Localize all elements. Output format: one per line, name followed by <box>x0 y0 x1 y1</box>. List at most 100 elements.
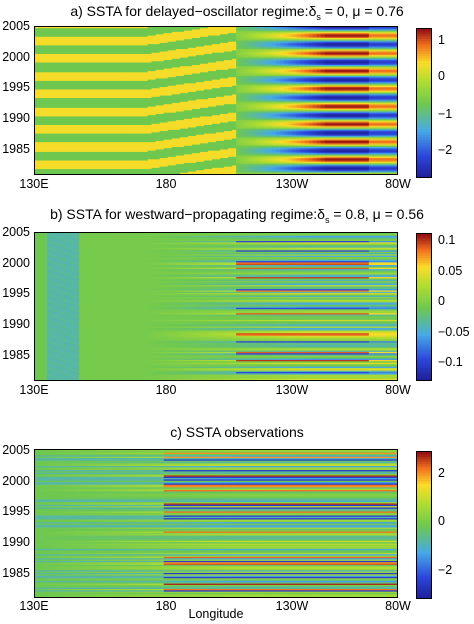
heatmap-cell <box>312 28 318 31</box>
heatmap-cell <box>292 47 298 50</box>
heatmap-cell <box>59 36 64 39</box>
heatmap-cell <box>348 68 354 71</box>
heatmap-cell <box>296 76 302 78</box>
heatmap-cell <box>256 73 261 76</box>
heatmap-cell <box>175 38 181 40</box>
heatmap-cell <box>256 56 261 59</box>
heatmap-cell <box>159 82 165 84</box>
heatmap-cell <box>272 58 277 61</box>
heatmap-cell <box>352 35 358 38</box>
heatmap-cell <box>356 38 362 40</box>
heatmap-cell <box>51 39 56 42</box>
heatmap-cell <box>284 47 289 50</box>
heatmap-cell <box>103 82 108 84</box>
heatmap-cell <box>344 51 350 54</box>
heatmap-cell <box>332 56 338 59</box>
heatmap-cell <box>344 72 350 75</box>
heatmap-cell <box>264 33 269 35</box>
heatmap-cell <box>39 38 44 40</box>
heatmap-cell <box>143 31 149 34</box>
heatmap-cell <box>288 52 294 55</box>
heatmap-cell <box>135 93 141 95</box>
heatmap-cell <box>103 46 108 49</box>
heatmap-cell <box>55 61 60 64</box>
heatmap-cell <box>268 33 273 35</box>
heatmap-cell <box>75 31 80 34</box>
heatmap-cell <box>236 71 241 73</box>
heatmap-cell <box>139 68 145 71</box>
heatmap-cell <box>75 74 80 77</box>
heatmap-cell <box>99 80 104 83</box>
heatmap-cell <box>308 57 314 60</box>
heatmap-cell <box>155 64 161 67</box>
heatmap-cell <box>380 41 386 44</box>
heatmap-cell <box>384 80 390 83</box>
heatmap-cell <box>47 79 52 82</box>
heatmap-cell <box>228 51 233 54</box>
heatmap-cell <box>199 69 205 72</box>
heatmap-cell <box>300 91 306 94</box>
heatmap-cell <box>103 69 108 72</box>
heatmap-cell <box>151 62 157 65</box>
heatmap-cell <box>336 51 342 54</box>
heatmap-cell <box>304 78 310 81</box>
heatmap-cell <box>392 28 397 31</box>
heatmap-cell <box>348 84 354 87</box>
heatmap-cell <box>264 53 269 56</box>
heatmap-cell <box>187 35 193 38</box>
heatmap-cell <box>139 62 145 65</box>
heatmap-cell <box>63 58 68 61</box>
heatmap-cell <box>107 42 113 45</box>
heatmap-cell <box>151 69 157 72</box>
heatmap-cell <box>175 68 181 71</box>
heatmap-cell <box>75 30 80 33</box>
heatmap-cell <box>376 74 382 77</box>
heatmap-cell <box>167 47 173 50</box>
heatmap-cell <box>147 31 153 34</box>
heatmap-cell <box>207 49 213 51</box>
heatmap-cell <box>220 66 225 69</box>
heatmap-cell <box>356 27 362 29</box>
heatmap-cell <box>280 35 285 38</box>
heatmap-cell <box>236 46 241 49</box>
heatmap-cell <box>139 50 145 53</box>
heatmap-cell <box>260 27 265 29</box>
heatmap-cell <box>207 79 213 82</box>
heatmap-cell <box>39 36 44 39</box>
heatmap-cell <box>119 93 125 95</box>
heatmap-cell <box>252 78 257 81</box>
heatmap-cell <box>51 76 56 78</box>
heatmap-cell <box>380 74 386 77</box>
heatmap-cell <box>320 77 326 80</box>
heatmap-cell <box>127 80 133 83</box>
heatmap-cell <box>143 50 149 53</box>
heatmap-cell <box>256 45 261 48</box>
heatmap-cell <box>83 36 88 39</box>
heatmap-cell <box>127 78 133 81</box>
heatmap-cell <box>216 30 221 33</box>
heatmap-cell <box>244 63 249 66</box>
heatmap-cell <box>123 44 129 46</box>
heatmap-cell <box>195 80 201 83</box>
heatmap-cell <box>139 44 145 46</box>
heatmap-cell <box>131 31 137 34</box>
heatmap-cell <box>296 72 302 75</box>
heatmap-cell <box>380 50 386 53</box>
heatmap-cell <box>155 93 161 95</box>
heatmap-cell <box>344 40 350 43</box>
heatmap-cell <box>236 41 241 44</box>
heatmap-cell <box>344 82 350 84</box>
heatmap-cell <box>103 72 108 75</box>
heatmap-cell <box>368 28 374 31</box>
heatmap-cell <box>115 85 121 88</box>
heatmap-cell <box>115 44 121 46</box>
heatmap-cell <box>107 76 113 78</box>
heatmap-cell <box>147 91 153 94</box>
heatmap-cell <box>224 68 229 71</box>
heatmap-cell <box>75 28 80 31</box>
heatmap-cell <box>240 60 245 62</box>
heatmap-cell <box>256 36 261 39</box>
heatmap-cell <box>163 45 169 48</box>
heatmap-cell <box>300 62 306 65</box>
heatmap-cell <box>203 76 209 78</box>
